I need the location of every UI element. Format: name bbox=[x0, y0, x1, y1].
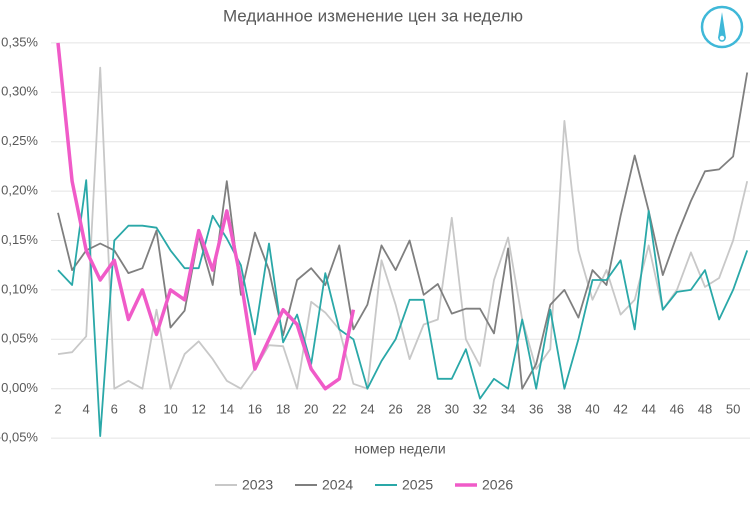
y-tick-label: 0,35% bbox=[1, 34, 38, 49]
y-tick-label: -0,05% bbox=[0, 430, 38, 445]
x-tick-label: 8 bbox=[139, 401, 146, 416]
grid bbox=[51, 42, 750, 439]
legend-label: 2023 bbox=[242, 477, 273, 493]
x-tick-label: 26 bbox=[388, 401, 402, 416]
x-tick-label: 30 bbox=[445, 401, 459, 416]
x-tick-label: 6 bbox=[111, 401, 118, 416]
series-line bbox=[57, 66, 749, 390]
x-tick-label: 12 bbox=[191, 401, 205, 416]
logo-icon bbox=[700, 5, 744, 49]
chart-title: Медианное изменение цен за неделю bbox=[223, 6, 523, 25]
y-tick-label: 0,15% bbox=[1, 232, 38, 247]
y-tick-label: 0,30% bbox=[1, 84, 38, 99]
legend-label: 2026 bbox=[482, 477, 513, 493]
y-tick-label: 0,10% bbox=[1, 281, 38, 296]
x-tick-label: 4 bbox=[83, 401, 90, 416]
x-tick-label: 20 bbox=[304, 401, 318, 416]
series-line bbox=[56, 42, 356, 391]
y-tick-label: 0,20% bbox=[1, 183, 38, 198]
y-tick-label: 0,00% bbox=[1, 380, 38, 395]
x-axis-title: номер недели bbox=[354, 441, 445, 457]
x-tick-label: 32 bbox=[473, 401, 487, 416]
lines bbox=[56, 42, 749, 437]
x-tick-label: 38 bbox=[557, 401, 571, 416]
x-tick-label: 46 bbox=[670, 401, 684, 416]
x-tick-label: 44 bbox=[642, 401, 656, 416]
y-tick-label: 0,05% bbox=[1, 331, 38, 346]
x-tick-label: 2 bbox=[54, 401, 61, 416]
series-line bbox=[57, 72, 749, 390]
x-tick-label: 48 bbox=[698, 401, 712, 416]
x-tick-label: 40 bbox=[585, 401, 599, 416]
series-line bbox=[57, 179, 749, 437]
x-tick-label: 28 bbox=[416, 401, 430, 416]
x-tick-label: 10 bbox=[163, 401, 177, 416]
legend-label: 2025 bbox=[402, 477, 433, 493]
legend-label: 2024 bbox=[322, 477, 353, 493]
x-tick-label: 14 bbox=[220, 401, 234, 416]
y-tick-label: 0,25% bbox=[1, 133, 38, 148]
x-tick-label: 34 bbox=[501, 401, 515, 416]
x-tick-label: 36 bbox=[529, 401, 543, 416]
x-tick-label: 16 bbox=[248, 401, 262, 416]
x-tick-label: 42 bbox=[613, 401, 627, 416]
x-tick-label: 24 bbox=[360, 401, 374, 416]
x-tick-label: 18 bbox=[276, 401, 290, 416]
x-tick-label: 22 bbox=[332, 401, 346, 416]
x-tick-label: 50 bbox=[726, 401, 740, 416]
